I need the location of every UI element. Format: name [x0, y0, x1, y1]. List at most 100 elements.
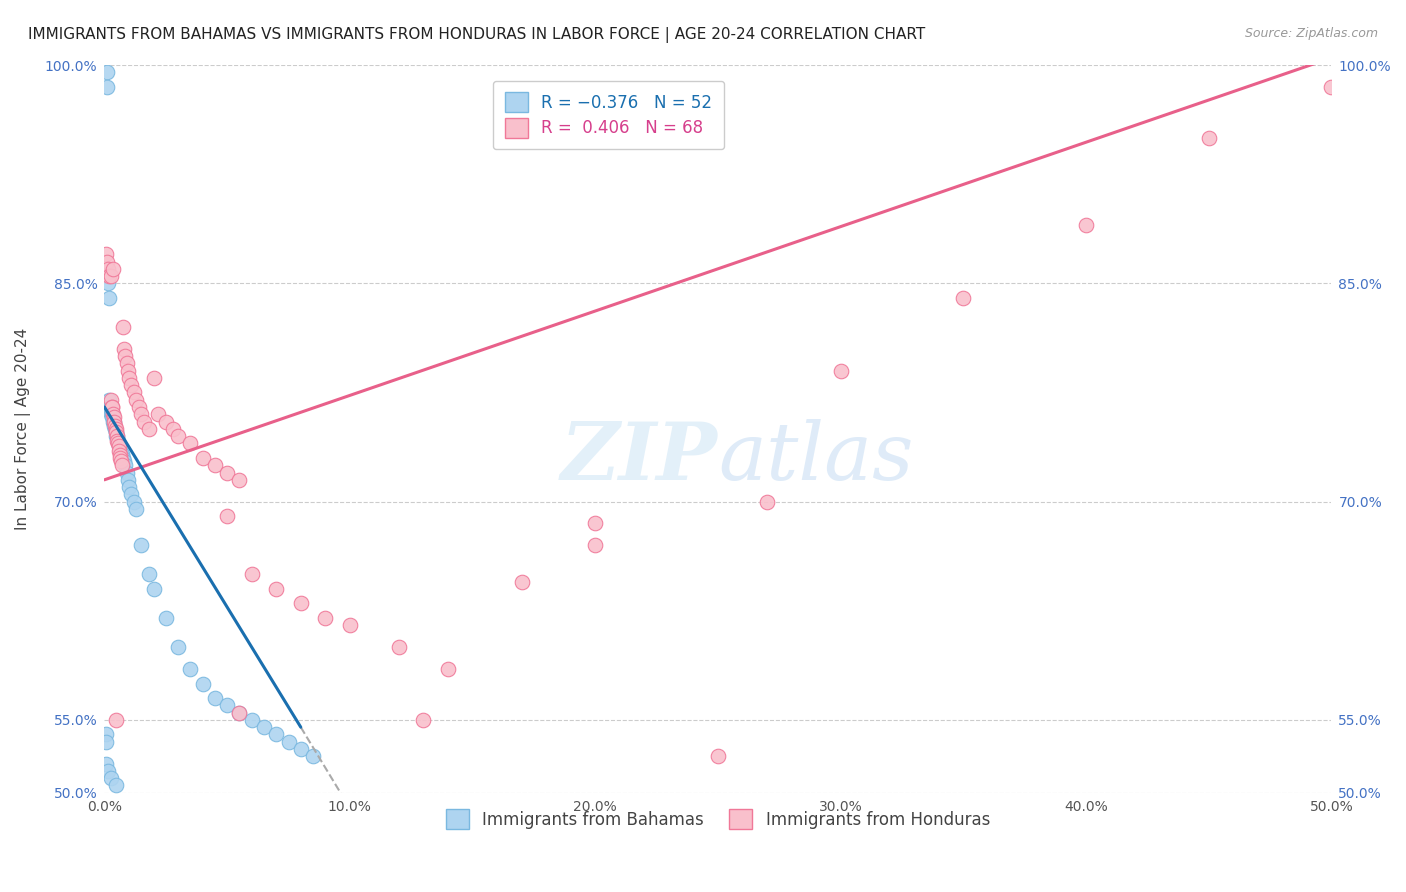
Point [94, 247, 117, 261]
Point [111, 447, 134, 461]
Point [104, 713, 127, 727]
Point [107, 439, 129, 453]
Point [138, 422, 160, 436]
Point [112, 454, 135, 468]
Point [98, 269, 121, 284]
Point [104, 425, 127, 439]
Point [142, 582, 165, 596]
Point [97, 291, 120, 305]
Point [115, 466, 138, 480]
Point [105, 434, 128, 448]
Point [388, 640, 411, 654]
Point [96, 65, 118, 79]
Point [240, 713, 263, 727]
Point [105, 429, 128, 443]
Point [204, 691, 226, 706]
Point [510, 574, 533, 589]
Point [1320, 79, 1343, 94]
Point [148, 407, 170, 421]
Point [830, 364, 852, 378]
Point [1198, 131, 1220, 145]
Point [253, 720, 276, 734]
Point [128, 400, 150, 414]
Point [162, 422, 184, 436]
Point [96, 254, 118, 268]
Point [228, 473, 250, 487]
Point [117, 364, 139, 378]
Point [103, 415, 125, 429]
Point [118, 371, 141, 385]
Point [191, 450, 214, 465]
Point [101, 400, 124, 414]
Point [437, 662, 460, 676]
Point [583, 516, 606, 531]
Point [122, 494, 145, 508]
Point [707, 749, 730, 764]
Text: IMMIGRANTS FROM BAHAMAS VS IMMIGRANTS FROM HONDURAS IN LABOR FORCE | AGE 20-24 C: IMMIGRANTS FROM BAHAMAS VS IMMIGRANTS FR… [28, 27, 925, 43]
Point [204, 458, 226, 473]
Point [290, 742, 312, 756]
Point [129, 538, 152, 552]
Point [101, 407, 124, 421]
Point [264, 727, 287, 741]
Point [217, 509, 239, 524]
Point [97, 764, 120, 778]
Point [108, 448, 131, 462]
Point [179, 662, 201, 676]
Point [118, 480, 141, 494]
Point [103, 419, 125, 434]
Point [107, 434, 129, 448]
Point [104, 422, 127, 436]
Point [108, 439, 131, 453]
Point [110, 450, 132, 465]
Text: ZIP: ZIP [561, 419, 718, 497]
Point [105, 425, 128, 439]
Point [142, 371, 165, 385]
Point [155, 415, 177, 429]
Point [111, 458, 134, 473]
Point [112, 342, 135, 356]
Point [98, 392, 121, 407]
Point [104, 422, 127, 436]
Point [217, 466, 239, 480]
Point [167, 640, 190, 654]
Point [94, 756, 117, 771]
Point [101, 415, 124, 429]
Point [101, 261, 124, 276]
Point [97, 277, 120, 291]
Point [132, 415, 155, 429]
Point [103, 415, 125, 429]
Point [111, 450, 134, 465]
Point [105, 429, 128, 443]
Point [290, 597, 312, 611]
Point [756, 494, 779, 508]
Point [98, 400, 121, 414]
Point [96, 79, 118, 94]
Point [100, 771, 122, 785]
Text: Source: ZipAtlas.com: Source: ZipAtlas.com [1244, 27, 1378, 40]
Point [104, 778, 127, 792]
Point [107, 436, 129, 450]
Y-axis label: In Labor Force | Age 20-24: In Labor Force | Age 20-24 [15, 327, 31, 530]
Point [101, 407, 124, 421]
Point [96, 735, 118, 749]
Point [412, 713, 434, 727]
Point [101, 410, 124, 425]
Point [122, 385, 145, 400]
Point [228, 706, 250, 720]
Point [264, 582, 287, 596]
Point [114, 349, 136, 363]
Point [108, 443, 131, 458]
Point [217, 698, 239, 713]
Point [277, 735, 299, 749]
Point [105, 429, 128, 443]
Point [117, 473, 139, 487]
Point [111, 320, 134, 334]
Point [125, 392, 148, 407]
Point [110, 443, 132, 458]
Point [155, 611, 177, 625]
Point [314, 611, 336, 625]
Point [167, 429, 190, 443]
Point [103, 410, 125, 425]
Point [339, 618, 361, 632]
